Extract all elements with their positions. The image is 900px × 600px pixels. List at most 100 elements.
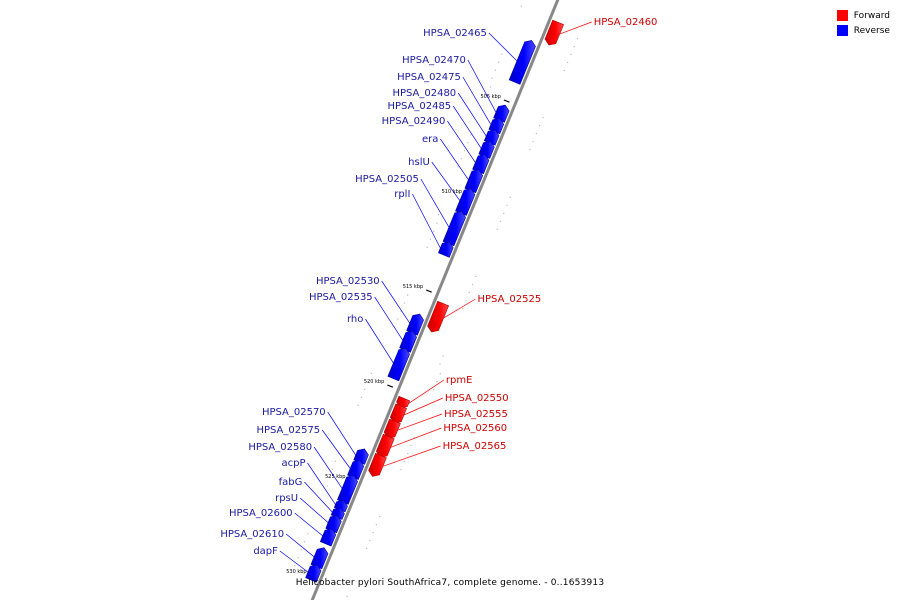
scale-tick [503,99,510,103]
gene-label[interactable]: era [422,134,438,145]
label-connector [440,138,469,180]
label-connector [397,413,443,431]
label-connector [452,105,482,149]
faint-mark [338,452,340,454]
gene-label[interactable]: HPSA_02480 [392,88,456,99]
gene-arrow [438,241,454,258]
gene-label[interactable]: HPSA_02525 [478,294,542,305]
faint-mark [397,318,399,320]
faint-mark [403,460,405,463]
label-connector [304,481,333,513]
label-connector [382,445,441,467]
gene-label[interactable]: acpP [281,458,305,469]
faint-mark [460,158,462,160]
gene-label[interactable]: HPSA_02580 [248,442,312,453]
gene-label[interactable]: HPSA_02535 [309,292,373,303]
gene-arrow [319,528,337,547]
label-connector [559,21,592,35]
label-connector [374,296,403,341]
gene-label[interactable]: HPSA_02470 [402,55,466,66]
gene-label[interactable]: HPSA_02475 [397,72,461,83]
faint-mark [426,246,428,248]
label-connector [467,59,497,113]
faint-mark [407,294,409,296]
gene-label[interactable]: hslU [408,157,430,168]
gene-label[interactable]: HPSA_02570 [262,407,326,418]
label-connector [443,298,476,319]
scale-tick [387,384,394,388]
label-connector [365,318,394,364]
gene-label[interactable]: HPSA_02600 [229,508,293,519]
faint-mark [439,373,441,375]
legend-label-forward: Forward [853,10,890,21]
faint-mark [520,5,522,7]
gene-label[interactable]: rpsU [275,493,298,504]
gene-label[interactable]: HPSA_02560 [443,423,507,434]
label-connector [294,512,323,537]
gene-label[interactable]: HPSA_02485 [387,101,451,112]
gene-label[interactable]: HPSA_02530 [316,276,380,287]
faint-mark [367,380,369,382]
gene-label[interactable]: HPSA_02490 [382,116,446,127]
gene-label[interactable]: HPSA_02575 [256,425,320,436]
gene-arrow [544,19,564,46]
label-connector [390,427,442,448]
label-connector [321,429,351,469]
gene-label[interactable]: HPSA_02505 [355,174,419,185]
faint-marks-layer [294,5,578,597]
legend-label-reverse: Reverse [853,25,890,36]
faint-mark [366,547,368,550]
faint-mark [410,444,412,447]
label-connector [327,411,356,456]
faint-mark [369,539,371,542]
faint-mark [334,460,336,462]
faint-mark [567,61,569,64]
gene-features [305,19,564,583]
label-connector [488,32,518,62]
gene-label[interactable]: HPSA_02550 [445,393,509,404]
faint-mark [442,355,444,357]
faint-mark [467,142,469,144]
label-connector [307,462,336,505]
faint-mark [407,452,409,455]
scale-tick [425,289,432,293]
gene-label[interactable]: HPSA_02555 [444,409,508,420]
scale-tick-label: 525 kbp [325,474,345,480]
faint-mark [436,222,438,224]
faint-mark [535,133,537,135]
label-connector [431,161,461,201]
faint-mark [529,148,531,151]
genome-backbone [310,0,560,600]
faint-mark [470,134,472,136]
gene-label[interactable]: HPSA_02465 [423,28,487,39]
gene-label[interactable]: rpmE [446,375,473,386]
faint-mark [370,372,372,374]
label-connector [285,533,315,558]
label-connector [279,550,309,573]
gene-label[interactable]: dapF [253,546,278,557]
legend-item-forward: Forward [836,8,890,23]
faint-mark [563,69,565,72]
faint-mark [429,238,432,240]
gene-label[interactable]: rplI [394,189,410,200]
gene-label[interactable]: fabG [279,477,303,488]
faint-mark [379,516,381,518]
faint-mark [457,166,459,168]
gene-arrow [427,300,449,333]
faint-mark [468,291,470,293]
gene-label[interactable]: HPSA_02610 [220,529,284,540]
gene-label[interactable]: HPSA_02460 [594,17,658,28]
genome-caption: Helicobacter pylori SouthAfrica7, comple… [295,578,605,588]
faint-mark [360,396,363,398]
label-connector [412,193,441,249]
gene-label[interactable]: rho [347,314,363,325]
faint-mark [462,307,464,309]
faint-mark [400,468,402,471]
faint-mark [433,389,435,391]
faint-mark [532,140,534,143]
faint-mark [491,77,493,79]
faint-mark [465,299,467,301]
label-connector [381,280,410,324]
gene-label[interactable]: HPSA_02565 [443,441,507,452]
forward-swatch-icon [836,10,848,21]
